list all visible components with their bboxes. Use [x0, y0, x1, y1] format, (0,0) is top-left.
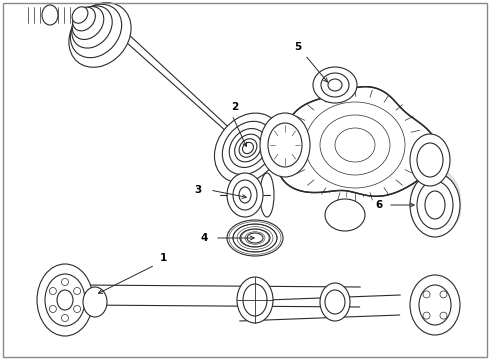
Circle shape	[62, 315, 69, 321]
Ellipse shape	[325, 199, 365, 231]
Ellipse shape	[417, 143, 443, 177]
Ellipse shape	[235, 134, 261, 162]
Ellipse shape	[243, 284, 267, 316]
Ellipse shape	[227, 220, 283, 256]
Circle shape	[440, 312, 447, 319]
Ellipse shape	[239, 187, 251, 203]
Ellipse shape	[410, 275, 460, 335]
Circle shape	[62, 279, 69, 285]
Ellipse shape	[237, 277, 273, 323]
Ellipse shape	[57, 290, 73, 310]
Ellipse shape	[321, 73, 349, 97]
Ellipse shape	[215, 113, 282, 183]
Ellipse shape	[37, 264, 93, 336]
Circle shape	[74, 306, 81, 312]
Circle shape	[423, 312, 430, 319]
Ellipse shape	[313, 67, 357, 103]
Ellipse shape	[243, 143, 253, 154]
Ellipse shape	[320, 283, 350, 321]
Circle shape	[74, 288, 81, 294]
Text: 2: 2	[231, 102, 239, 112]
Ellipse shape	[45, 274, 85, 326]
Ellipse shape	[83, 287, 107, 317]
Ellipse shape	[69, 3, 131, 67]
Circle shape	[49, 306, 56, 312]
Ellipse shape	[410, 173, 460, 237]
Ellipse shape	[233, 180, 257, 210]
Ellipse shape	[229, 129, 267, 167]
Circle shape	[440, 291, 447, 298]
Ellipse shape	[328, 79, 342, 91]
Text: 4: 4	[200, 233, 208, 243]
Text: 1: 1	[159, 253, 167, 263]
Ellipse shape	[72, 6, 112, 48]
Ellipse shape	[78, 8, 88, 22]
Ellipse shape	[325, 290, 345, 314]
Ellipse shape	[419, 285, 451, 325]
Ellipse shape	[42, 5, 58, 25]
Ellipse shape	[410, 134, 450, 186]
Ellipse shape	[425, 191, 445, 219]
Ellipse shape	[260, 113, 310, 177]
Ellipse shape	[222, 121, 273, 175]
Ellipse shape	[72, 6, 104, 40]
Ellipse shape	[247, 233, 263, 243]
Ellipse shape	[73, 7, 96, 31]
Ellipse shape	[71, 4, 122, 58]
Ellipse shape	[268, 123, 302, 167]
Ellipse shape	[72, 7, 88, 23]
Ellipse shape	[260, 173, 274, 217]
Ellipse shape	[240, 229, 270, 247]
Circle shape	[423, 291, 430, 298]
Polygon shape	[277, 87, 438, 196]
Ellipse shape	[417, 181, 453, 229]
Ellipse shape	[227, 173, 263, 217]
Text: 6: 6	[375, 200, 383, 210]
Text: 3: 3	[195, 185, 201, 195]
Ellipse shape	[233, 224, 277, 252]
Circle shape	[49, 288, 56, 294]
Ellipse shape	[239, 139, 257, 157]
Text: 5: 5	[294, 42, 302, 52]
